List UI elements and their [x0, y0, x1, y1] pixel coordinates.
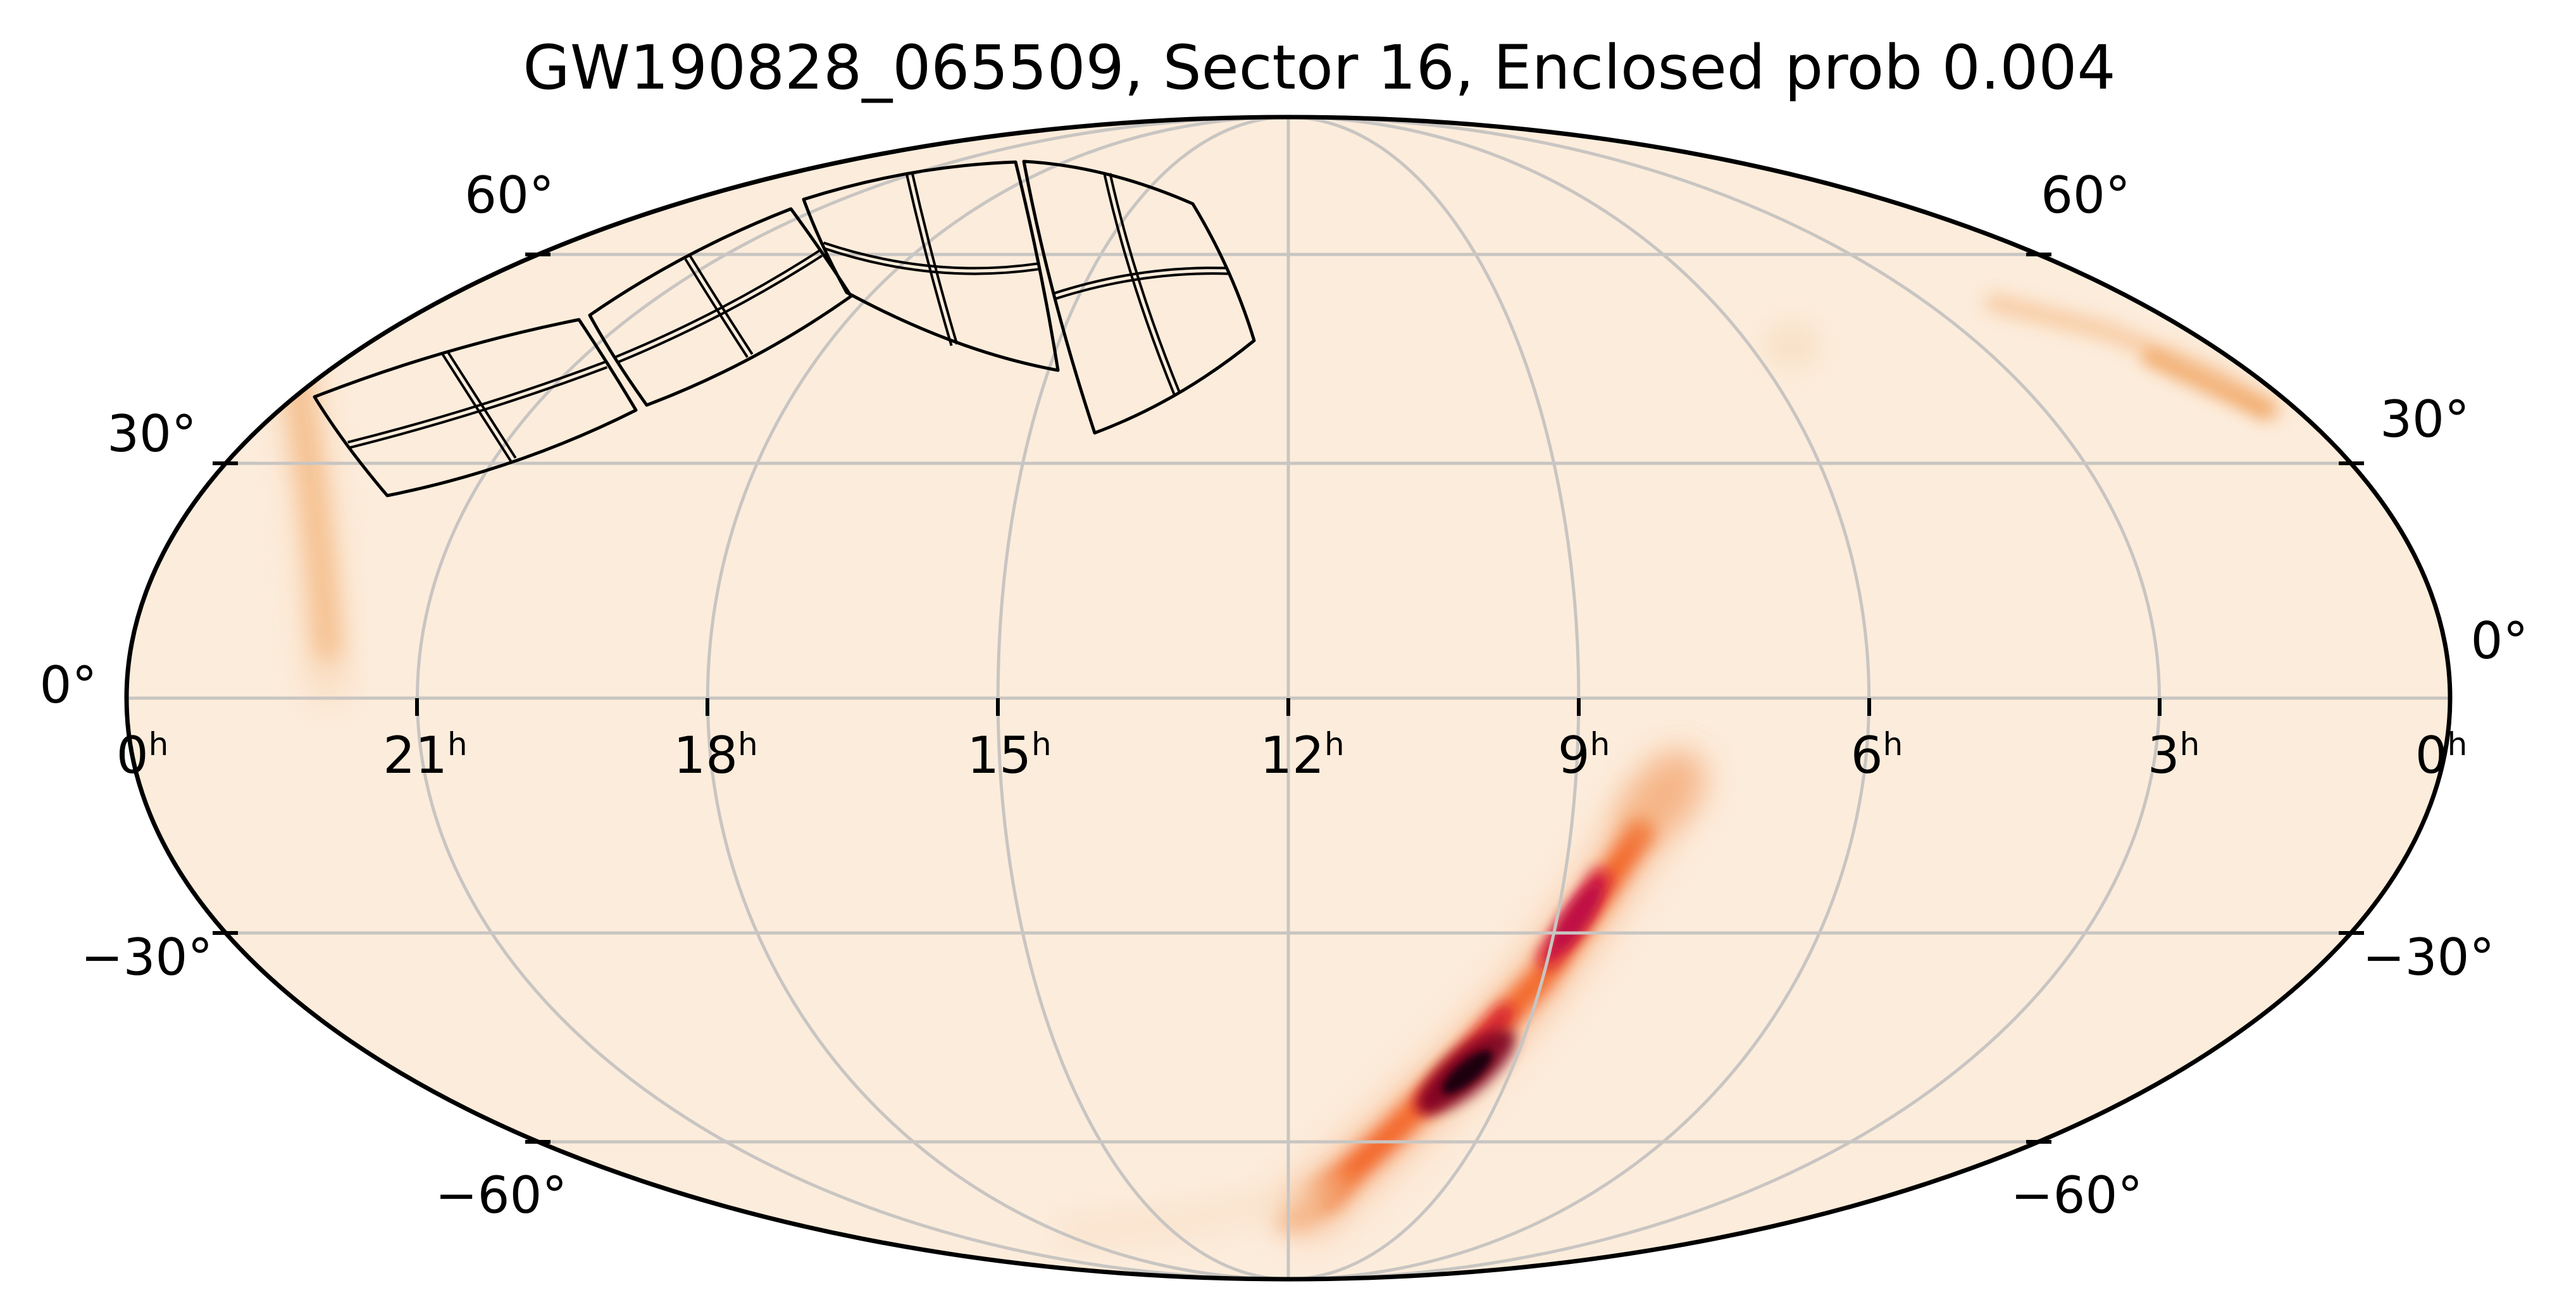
probability-blob [1060, 1174, 1337, 1247]
dec-tick-label: 60° [464, 166, 554, 225]
probability-blob [1617, 752, 1702, 846]
probability-heatmap [275, 294, 2281, 1247]
probability-blob [1552, 883, 1602, 953]
map-area: 0h 21h 18h 15h 12h 9h 6h 3h 0h60°30°0°−30°−60°60… [40, 115, 2529, 1282]
dec-tick-label: 60° [2041, 166, 2131, 225]
ccd-divider-line [689, 255, 754, 355]
ra-tick-label: 0h [2415, 726, 2468, 785]
probability-blob [275, 346, 348, 701]
camera-outline [802, 160, 1060, 372]
dec-tick-label: 0° [2471, 611, 2529, 670]
dec-axis-labels: 60° 30° 0° −30° −60° 60° 30° 0° −30° −60° [40, 166, 2529, 1225]
ccd-divider-line [911, 172, 959, 345]
sector-footprint [313, 160, 1256, 497]
ccd-divider-line [684, 258, 749, 358]
ra-tick-label: 21h [383, 726, 468, 785]
dec-tick-label: −30° [81, 928, 213, 987]
ccd-divider-line [905, 173, 953, 346]
ccd-divider-line [441, 353, 512, 462]
ccd-divider-line [823, 241, 1038, 270]
dec-tick-label: −60° [2011, 1166, 2143, 1225]
camera-outline [1022, 160, 1256, 435]
probability-blob [1442, 1050, 1493, 1094]
ccd-divider-line [347, 360, 606, 444]
map-border [124, 115, 2453, 1282]
dec-tick-label: 0° [40, 656, 97, 715]
ra-tick-label: 12h [1260, 726, 1345, 785]
ccd-divider-line [1053, 266, 1228, 295]
ccd-divider-line [1109, 173, 1181, 394]
ccd-divider-line [1054, 272, 1228, 301]
ccd-divider-line [446, 350, 517, 459]
ra-axis-labels: 0h 21h 18h 15h 12h 9h 6h 3h 0h [116, 726, 2468, 785]
plot-title: GW190828_065509, Sector 16, Enclosed pro… [523, 32, 2115, 103]
dec-tick-label: −60° [435, 1166, 568, 1225]
dec-tick-label: −30° [2363, 928, 2495, 987]
ra-tick-label: 3h [2148, 726, 2200, 785]
dec-tick-label: 30° [2380, 390, 2470, 449]
ra-tick-label: 0h [116, 726, 169, 785]
ccd-divider-line [618, 254, 823, 363]
ra-tick-label: 6h [1851, 726, 1903, 785]
probability-blob [2142, 348, 2274, 420]
ccd-divider-line [349, 366, 608, 449]
ccd-divider-line [1103, 174, 1176, 396]
ra-tick-label: 18h [673, 726, 758, 785]
dec-tick-label: 30° [107, 404, 197, 463]
ra-tick-label: 9h [1558, 726, 1610, 785]
ra-tick-label: 15h [967, 726, 1052, 785]
ccd-divider-line [615, 249, 821, 358]
probability-blob [1764, 321, 1820, 369]
camera-outline [313, 318, 638, 497]
